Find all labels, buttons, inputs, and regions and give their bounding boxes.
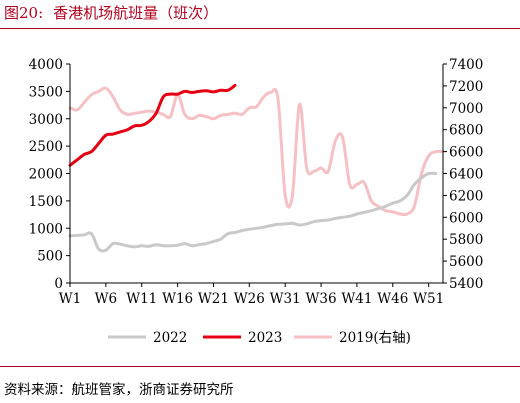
left-tick-label: 0 xyxy=(54,276,63,292)
source-note: 资料来源：航班管家，浙商证券研究所 xyxy=(4,382,234,398)
left-tick-label: 3500 xyxy=(29,84,63,100)
series-line-2019 xyxy=(68,86,445,217)
source-divider xyxy=(0,366,520,367)
left-tick-label: 4000 xyxy=(29,57,63,73)
right-tick-label: 7200 xyxy=(449,79,483,95)
figure-caption: 香港机场航班量（班次） xyxy=(53,4,219,22)
left-tick-label: 3000 xyxy=(29,112,63,128)
x-tick-label: W31 xyxy=(270,291,301,307)
right-tick-label: 5800 xyxy=(449,232,483,248)
figure-title: 图20: 香港机场航班量（班次） xyxy=(4,2,218,23)
left-tick-label: 2500 xyxy=(29,139,63,155)
series-line-2023 xyxy=(68,83,237,167)
right-tick-label: 6600 xyxy=(449,145,483,161)
legend-label: 2022 xyxy=(153,330,187,346)
series-line-2022 xyxy=(68,171,438,253)
left-tick-label: 2000 xyxy=(29,167,63,183)
chart-axes: 0 500 1000 1500 2000 2500 3000 3500 4000 5400 5600… xyxy=(29,57,484,307)
left-tick-label: 500 xyxy=(37,249,63,265)
legend-label: 2019(右轴) xyxy=(339,330,411,346)
right-tick-label: 6200 xyxy=(449,188,483,204)
x-tick-label: W21 xyxy=(198,291,229,307)
line-chart: 0 500 1000 1500 2000 2500 3000 3500 4000 5400 5600… xyxy=(29,57,484,346)
figure-number: 图20: xyxy=(4,4,44,22)
x-tick-label: W6 xyxy=(95,291,117,307)
left-tick-label: 1500 xyxy=(29,194,63,210)
x-tick-label: W16 xyxy=(162,291,193,307)
plot-area xyxy=(68,83,445,253)
right-tick-label: 6400 xyxy=(449,167,483,183)
x-tick-label: W51 xyxy=(413,291,444,307)
right-tick-label: 6000 xyxy=(449,210,483,226)
right-tick-label: 6800 xyxy=(449,123,483,139)
x-tick-label: W36 xyxy=(306,291,337,307)
x-tick-label: W1 xyxy=(59,291,81,307)
left-tick-label: 1000 xyxy=(29,221,63,237)
chart-legend: 2022 2023 2019(右轴) xyxy=(108,330,411,346)
x-tick-label: W26 xyxy=(234,291,265,307)
legend-label: 2023 xyxy=(248,330,282,346)
x-tick-label: W11 xyxy=(126,291,157,307)
right-tick-label: 7000 xyxy=(449,101,483,117)
right-tick-label: 5400 xyxy=(449,276,483,292)
right-tick-label: 5600 xyxy=(449,254,483,270)
title-divider xyxy=(0,28,520,29)
x-tick-label: W46 xyxy=(377,291,408,307)
x-tick-label: W41 xyxy=(341,291,372,307)
right-tick-label: 7400 xyxy=(449,57,483,73)
